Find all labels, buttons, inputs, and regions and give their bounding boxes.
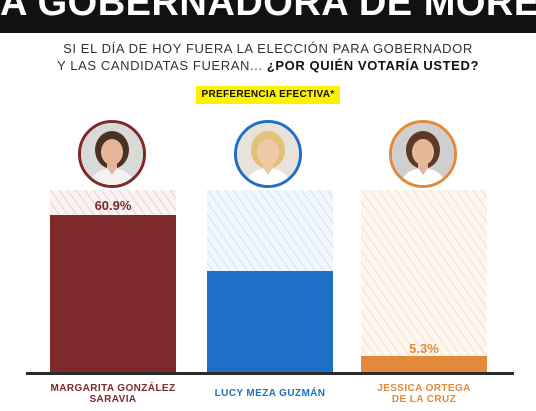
value-label-jessica: 5.3% xyxy=(409,341,439,356)
candidate-name-jessica-line-2: DE LA CRUZ xyxy=(391,394,457,405)
bar-margarita xyxy=(50,215,176,372)
candidate-margarita-photo-icon xyxy=(78,120,146,188)
candidate-jessica-photo-icon xyxy=(389,120,457,188)
question-line-2-prefix: Y LAS CANDIDATAS FUERAN... xyxy=(57,58,263,73)
question-line-2: Y LAS CANDIDATAS FUERAN... ¿POR QUIÉN VO… xyxy=(0,57,536,74)
candidate-name-jessica: JESSICA ORTEGA DE LA CRUZ xyxy=(349,383,499,405)
survey-question: SI EL DÍA DE HOY FUERA LA ELECCIÓN PARA … xyxy=(0,40,536,74)
candidate-name-lucy: LUCY MEZA GUZMÁN xyxy=(195,388,345,399)
candidate-lucy-photo-icon xyxy=(234,120,302,188)
header-title: A GOBERNADORA DE MORELOS xyxy=(0,0,536,24)
preference-badge: PREFERENCIA EFECTIVA* xyxy=(196,86,340,104)
candidate-name-jessica-line-1: JESSICA ORTEGA xyxy=(377,383,471,394)
question-line-2-strong: ¿POR QUIÉN VOTARÍA USTED? xyxy=(266,58,479,73)
value-label-margarita: 60.9% xyxy=(94,198,132,213)
candidate-name-margarita-line-1: MARGARITA GONZÁLEZ xyxy=(50,383,176,394)
header-banner: A GOBERNADORA DE MORELOS xyxy=(0,0,536,33)
value-label-lucy: 33.8% xyxy=(251,271,289,286)
question-line-1: SI EL DÍA DE HOY FUERA LA ELECCIÓN PARA … xyxy=(63,41,473,56)
bar-lucy xyxy=(207,271,333,372)
candidate-name-margarita-line-2: SARAVIA xyxy=(89,394,137,405)
bar-jessica xyxy=(361,356,487,372)
candidate-name-margarita: MARGARITA GONZÁLEZ SARAVIA xyxy=(38,383,188,405)
bar-track-jessica xyxy=(361,190,487,373)
candidate-name-lucy-line-1: LUCY MEZA GUZMÁN xyxy=(214,388,326,399)
chart-baseline xyxy=(26,372,514,375)
